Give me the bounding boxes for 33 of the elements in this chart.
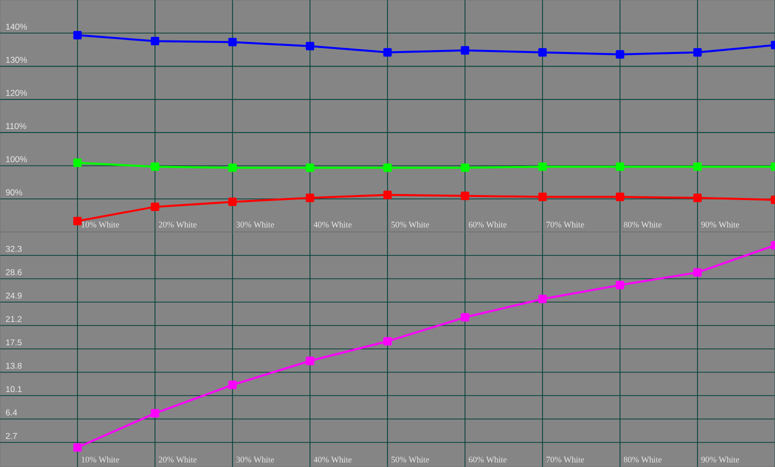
x-tick-label: 20% White (158, 456, 197, 462)
x-tick-label: 10% White (82, 456, 120, 462)
x-tick-label: 70% White (546, 456, 584, 462)
x-tick-label: 60% White (468, 221, 507, 228)
y-tick-label: 2.7 (6, 432, 17, 439)
y-tick-label: 140% (6, 24, 27, 30)
x-tick-label: 50% White (392, 456, 430, 462)
y-tick-label: 13.8 (6, 362, 22, 369)
y-tick-label: 32.3 (6, 246, 22, 252)
y-tick-label: 100% (6, 156, 27, 162)
x-tick-label: 50% White (392, 221, 430, 228)
x-tick-label: 40% White (314, 456, 352, 462)
x-tick-label: 80% White (624, 221, 662, 228)
x-tick-label: 10% White (82, 221, 120, 228)
x-tick-label: 20% White (158, 221, 197, 228)
y-tick-label: 10.1 (6, 386, 22, 392)
y-tick-label: 130% (6, 56, 27, 63)
y-tick-label: 24.9 (6, 292, 22, 299)
y-tick-label: 90% (6, 189, 22, 196)
x-tick-label: 70% White (546, 221, 584, 228)
x-tick-label: 60% White (468, 456, 507, 462)
y-tick-label: 6.4 (6, 409, 18, 416)
x-tick-label: 80% White (624, 456, 662, 462)
x-tick-label: 90% White (701, 456, 740, 462)
x-tick-label: 30% White (236, 456, 274, 462)
y-tick-label: 110% (6, 123, 26, 130)
x-tick-label: 30% White (236, 221, 274, 228)
y-tick-label: 17.5 (6, 339, 22, 346)
y-tick-label: 21.2 (6, 316, 22, 322)
x-tick-label: 40% White (314, 221, 352, 228)
y-tick-label: 120% (6, 90, 27, 96)
x-tick-label: 90% White (701, 221, 740, 228)
y-tick-label: 28.6 (6, 269, 22, 276)
